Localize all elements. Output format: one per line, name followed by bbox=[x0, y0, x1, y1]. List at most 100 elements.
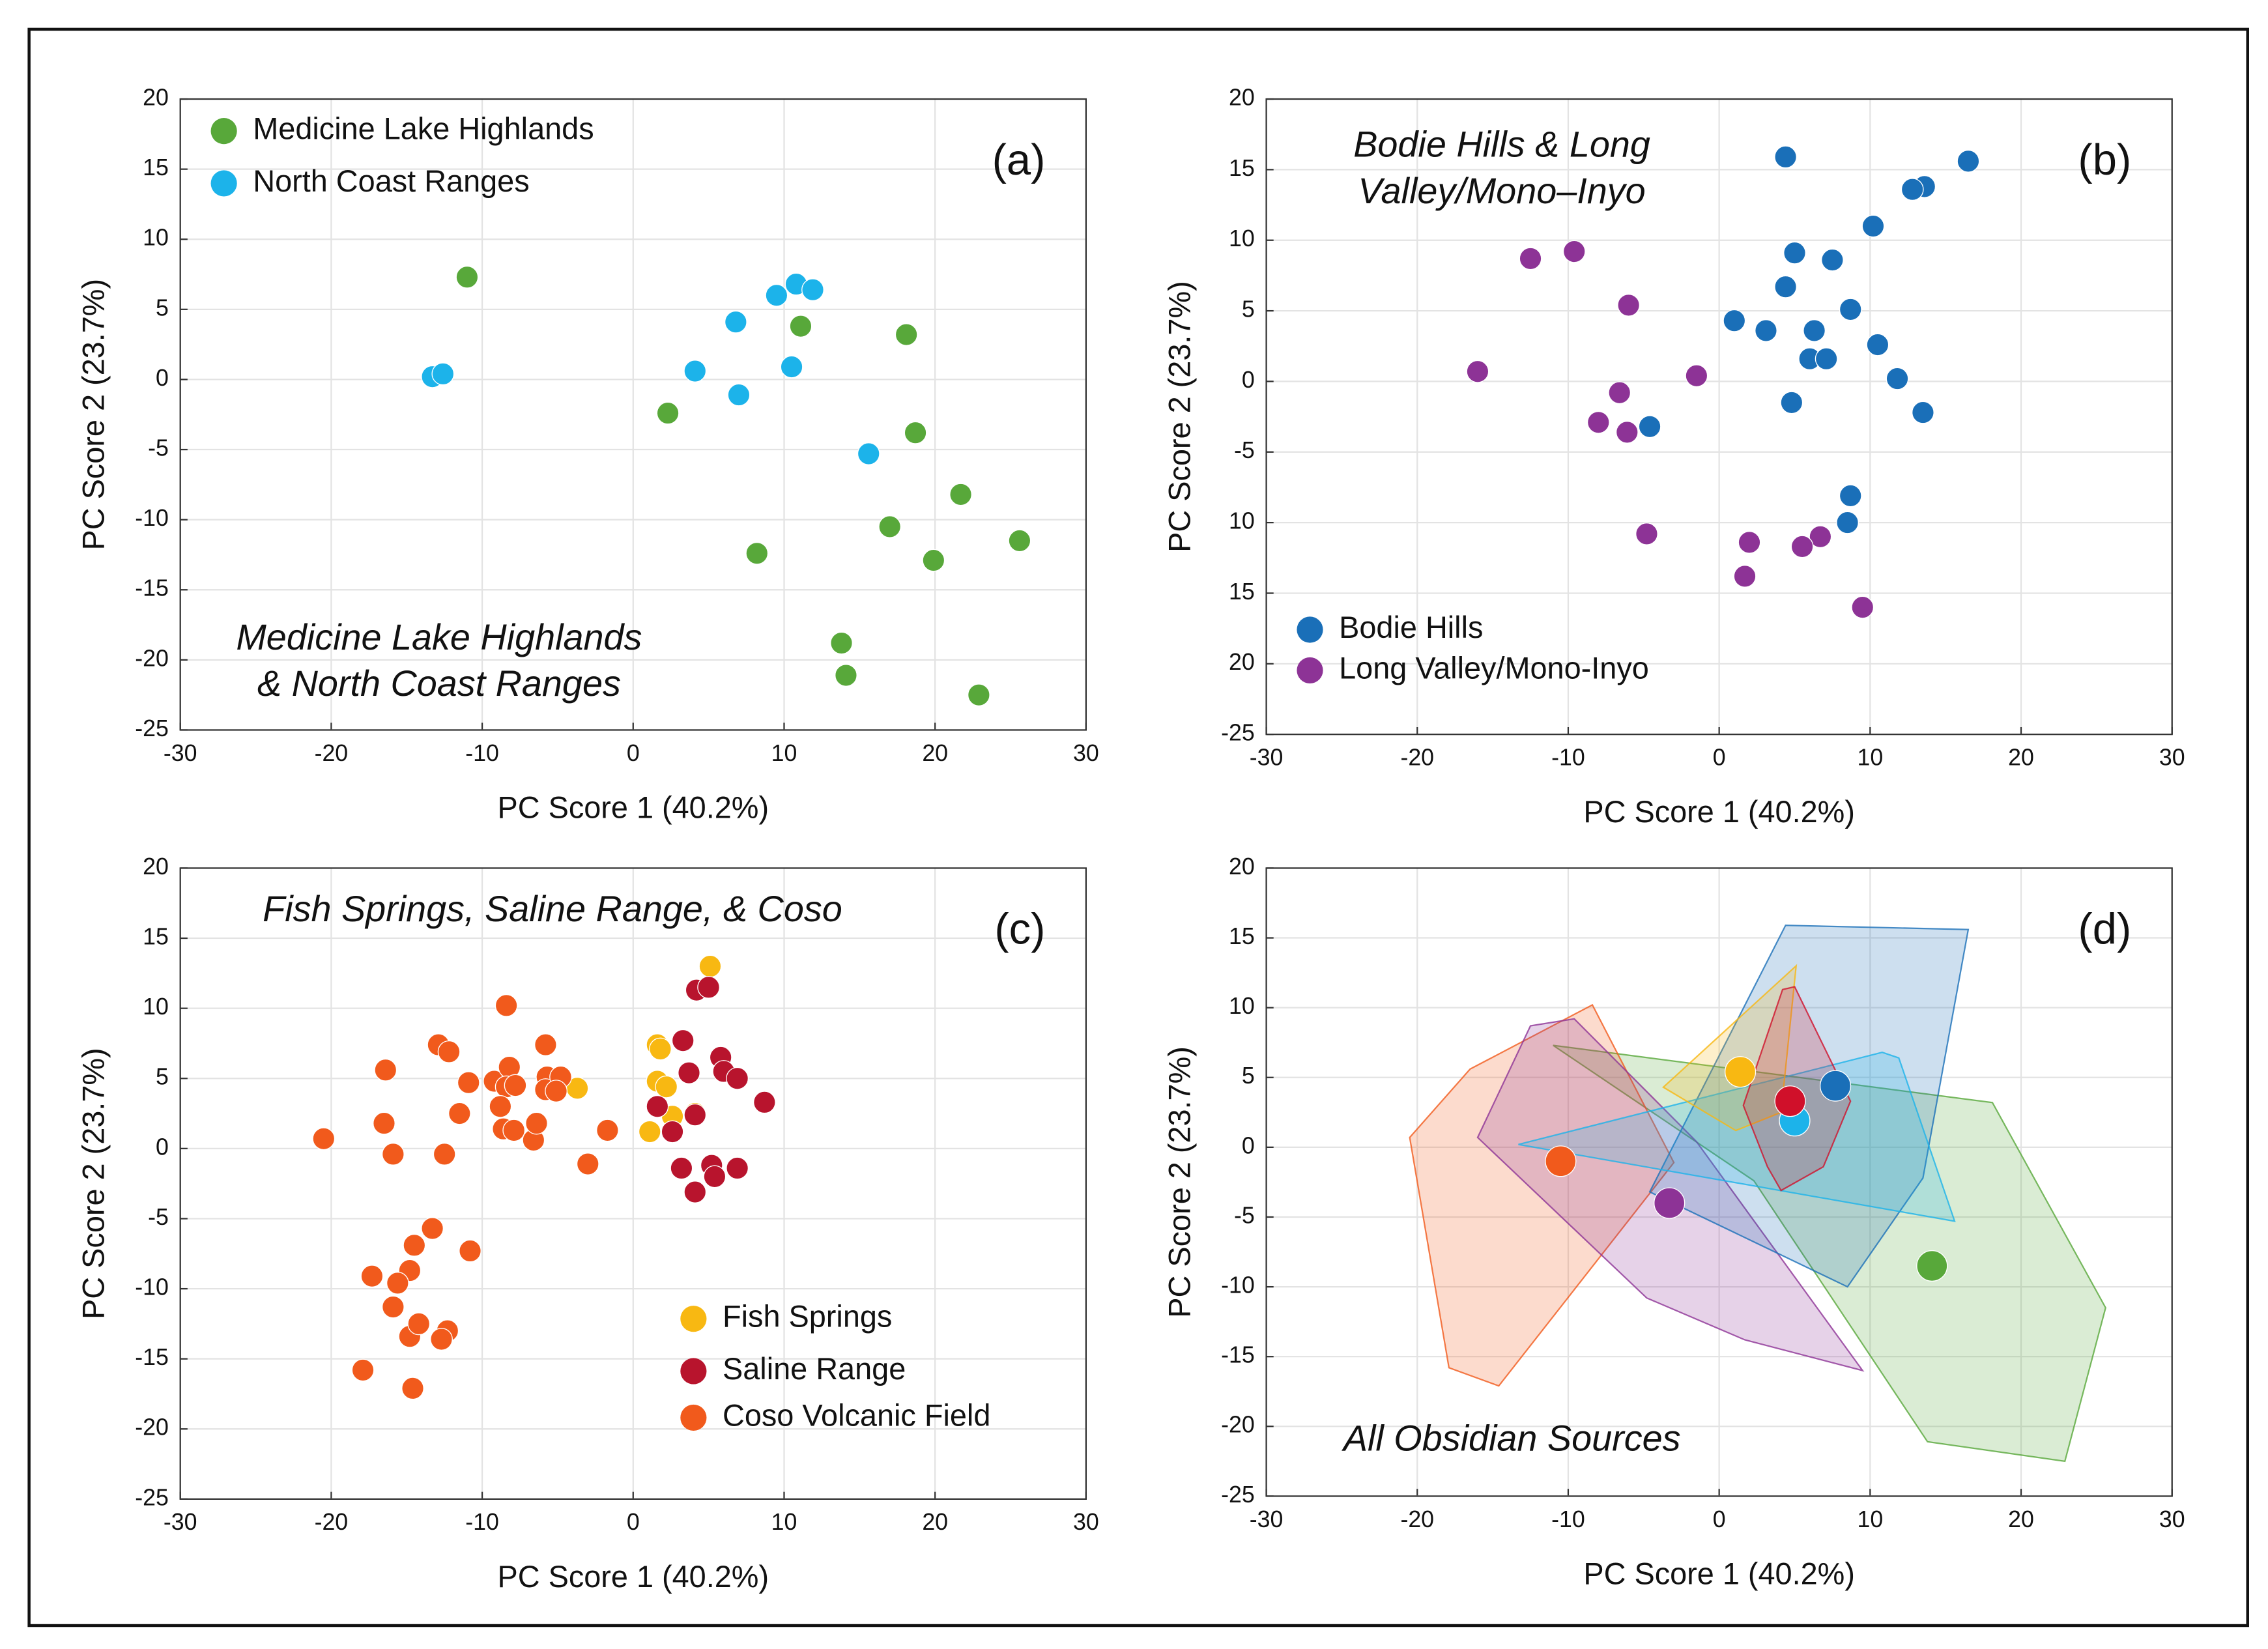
point bbox=[1957, 149, 1980, 173]
point bbox=[1916, 1250, 1948, 1282]
point bbox=[857, 442, 880, 465]
y-tick-label: -25 bbox=[135, 1484, 169, 1510]
point bbox=[967, 683, 990, 707]
y-tick-label: 10 bbox=[1229, 993, 1255, 1019]
x-tick-label: 10 bbox=[1857, 1506, 1883, 1532]
point bbox=[1608, 381, 1631, 405]
y-tick-label: 20 bbox=[1229, 853, 1255, 880]
x-tick-label: -20 bbox=[315, 740, 349, 766]
legend-swatch bbox=[680, 1404, 707, 1431]
y-tick-label: -5 bbox=[148, 1204, 169, 1230]
point bbox=[703, 1165, 726, 1188]
point bbox=[534, 1033, 557, 1057]
y-tick-label: 5 bbox=[1242, 296, 1255, 323]
point bbox=[765, 283, 788, 307]
point bbox=[835, 664, 857, 687]
x-tick-label: 0 bbox=[627, 740, 640, 766]
legend-label: Coso Volcanic Field bbox=[723, 1398, 990, 1432]
legend-label: North Coast Ranges bbox=[253, 164, 529, 198]
y-tick-label: 0 bbox=[1242, 1132, 1255, 1158]
point bbox=[433, 1143, 456, 1166]
legend-swatch bbox=[1297, 657, 1323, 684]
plot-border bbox=[179, 98, 1087, 731]
y-tick-label: -15 bbox=[135, 1344, 169, 1370]
point bbox=[683, 1103, 707, 1126]
legend-label: Medicine Lake Highlands bbox=[253, 111, 594, 145]
point bbox=[1839, 484, 1862, 508]
y-tick-label: 5 bbox=[1242, 1063, 1255, 1089]
legend-label: Bodie Hills bbox=[1339, 610, 1483, 644]
x-tick-label: -20 bbox=[1400, 745, 1434, 771]
y-axis-label: PC Score 2 (23.7%) bbox=[77, 1048, 111, 1319]
point bbox=[1821, 248, 1844, 272]
point bbox=[949, 483, 972, 506]
x-tick-label: 30 bbox=[2159, 1506, 2185, 1532]
point bbox=[437, 1040, 461, 1063]
point bbox=[386, 1272, 409, 1295]
point bbox=[430, 1328, 453, 1351]
y-tick-label: -5 bbox=[1234, 437, 1255, 463]
y-tick-label: -5 bbox=[148, 435, 169, 461]
point bbox=[1562, 240, 1586, 263]
point bbox=[1586, 410, 1610, 434]
x-tick-label: -10 bbox=[1551, 1506, 1585, 1532]
point bbox=[576, 1153, 599, 1175]
point bbox=[596, 1119, 619, 1142]
point bbox=[922, 549, 945, 572]
y-tick-label: 15 bbox=[1229, 579, 1255, 605]
point bbox=[726, 1067, 749, 1090]
x-tick-label: -20 bbox=[315, 1509, 349, 1535]
point bbox=[671, 1029, 695, 1052]
point bbox=[726, 1156, 749, 1180]
x-tick-label: -30 bbox=[1250, 1506, 1284, 1532]
y-tick-label: 20 bbox=[1229, 84, 1255, 110]
point bbox=[646, 1095, 669, 1118]
point bbox=[448, 1102, 471, 1125]
point bbox=[724, 310, 747, 334]
point bbox=[904, 421, 927, 444]
y-tick-label: 5 bbox=[156, 1064, 169, 1090]
point bbox=[1724, 1056, 1757, 1088]
y-tick-label: 20 bbox=[143, 853, 169, 880]
y-tick-label: -20 bbox=[135, 645, 169, 671]
point bbox=[457, 1071, 480, 1095]
point bbox=[1774, 1085, 1806, 1117]
y-tick-label: -10 bbox=[1221, 1272, 1255, 1298]
point bbox=[312, 1127, 336, 1151]
point bbox=[801, 278, 824, 302]
y-tick-label: 15 bbox=[1229, 923, 1255, 949]
point bbox=[431, 362, 455, 386]
y-tick-label: -15 bbox=[1221, 1342, 1255, 1368]
y-tick-label: -15 bbox=[135, 575, 169, 601]
legend-swatch bbox=[1297, 616, 1323, 643]
point bbox=[1638, 415, 1661, 438]
y-tick-label: 15 bbox=[143, 923, 169, 949]
y-tick-label: 0 bbox=[156, 1134, 169, 1160]
y-tick-label: 0 bbox=[156, 365, 169, 391]
y-tick-label: 5 bbox=[156, 294, 169, 321]
x-tick-label: 20 bbox=[2008, 745, 2034, 771]
point bbox=[727, 383, 751, 407]
point bbox=[753, 1091, 776, 1114]
x-tick-label: -30 bbox=[164, 740, 197, 766]
point bbox=[407, 1312, 431, 1336]
panel-title: Bodie Hills & Long bbox=[1353, 124, 1650, 164]
point bbox=[1615, 421, 1639, 444]
point bbox=[1733, 565, 1757, 588]
y-tick-label: 20 bbox=[1229, 649, 1255, 675]
x-axis-label: PC Score 1 (40.2%) bbox=[497, 1560, 769, 1594]
x-tick-label: 10 bbox=[1857, 745, 1883, 771]
point bbox=[1635, 523, 1658, 545]
y-tick-label: -25 bbox=[135, 715, 169, 741]
y-tick-label: 10 bbox=[1229, 508, 1255, 534]
point bbox=[1755, 319, 1777, 342]
point bbox=[381, 1143, 405, 1166]
point bbox=[403, 1233, 426, 1257]
point bbox=[373, 1111, 395, 1135]
y-tick-label: 10 bbox=[143, 994, 169, 1020]
x-axis-label: PC Score 1 (40.2%) bbox=[1583, 795, 1855, 829]
legend-label: Fish Springs bbox=[723, 1300, 892, 1334]
point bbox=[1783, 241, 1806, 265]
point bbox=[1685, 364, 1708, 388]
